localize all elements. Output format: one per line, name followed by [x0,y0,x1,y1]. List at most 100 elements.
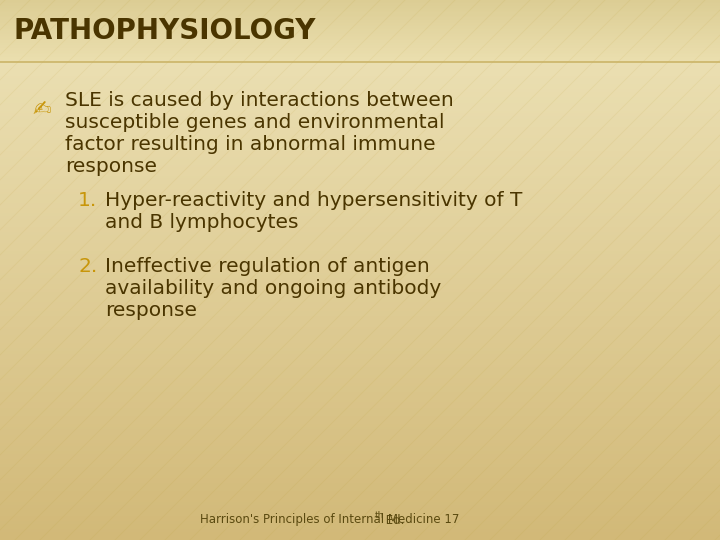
Bar [0,184,720,186]
Bar [0,3,720,5]
Bar [0,270,720,273]
Text: PATHOPHYSIOLOGY: PATHOPHYSIOLOGY [14,17,317,45]
Bar [0,86,720,89]
Bar [0,273,720,275]
Bar [0,500,720,502]
Bar [0,246,720,248]
Bar [0,25,720,26]
Bar [0,251,720,254]
Bar [0,78,720,81]
Text: SLE is caused by interactions between: SLE is caused by interactions between [65,91,454,110]
Bar [0,17,720,18]
Bar [0,162,720,165]
Bar [0,248,720,251]
Bar [0,20,720,22]
Bar [0,370,720,373]
Bar [0,211,720,213]
Bar [0,176,720,178]
Bar [0,45,720,46]
Bar [0,165,720,167]
Bar [0,410,720,413]
Bar [0,302,720,305]
Bar [0,24,720,27]
Bar [0,16,720,17]
Bar [0,11,720,12]
Bar [0,192,720,194]
Bar [0,31,720,32]
Bar [0,34,720,36]
Bar [0,448,720,451]
Bar [0,46,720,49]
Bar [0,167,720,170]
Bar [0,394,720,397]
Bar [0,440,720,443]
Bar [0,208,720,211]
Bar [0,367,720,370]
Bar [0,8,720,9]
Bar [0,232,720,235]
Bar [0,359,720,362]
Bar [0,332,720,335]
Bar [0,40,720,42]
Bar [0,526,720,529]
Bar [0,30,720,31]
Bar [0,51,720,54]
Bar [0,68,720,70]
Text: availability and ongoing antibody: availability and ongoing antibody [105,279,441,298]
Bar [0,265,720,267]
Bar [0,310,720,313]
Bar [0,37,720,39]
Bar [0,292,720,294]
Bar [0,235,720,238]
Bar [0,5,720,6]
Bar [0,524,720,526]
Bar [0,483,720,486]
Bar [0,70,720,73]
Bar [0,383,720,386]
Bar [0,351,720,354]
Bar [0,27,720,30]
Bar [0,151,720,154]
Bar [0,397,720,400]
Bar [0,97,720,100]
Bar [0,186,720,189]
Bar [0,535,720,537]
Bar [0,57,720,59]
Bar [0,148,720,151]
Bar [0,243,720,246]
Bar [0,329,720,332]
Bar [0,30,720,32]
Bar [0,386,720,389]
Bar [0,108,720,111]
Bar [0,491,720,494]
Bar [0,281,720,284]
Bar [0,446,720,448]
Bar [0,486,720,489]
Bar [0,364,720,367]
Bar [0,113,720,116]
Bar [0,92,720,94]
Bar [0,49,720,51]
Bar [0,0,720,3]
Bar [0,56,720,57]
Bar [0,478,720,481]
Bar [0,373,720,375]
Bar [0,259,720,262]
Bar [0,8,720,11]
Bar [0,157,720,159]
Text: factor resulting in abnormal immune: factor resulting in abnormal immune [65,134,436,153]
Bar [0,132,720,135]
Bar [0,338,720,340]
Bar [0,0,720,2]
Bar [0,26,720,28]
Bar [0,221,720,224]
Bar [0,413,720,416]
Bar [0,421,720,424]
Bar [0,116,720,119]
Text: Hyper-reactivity and hypersensitivity of T: Hyper-reactivity and hypersensitivity of… [105,191,523,210]
Bar [0,308,720,310]
Text: 2.: 2. [78,256,97,275]
Bar [0,462,720,464]
Bar [0,89,720,92]
Bar [0,459,720,462]
